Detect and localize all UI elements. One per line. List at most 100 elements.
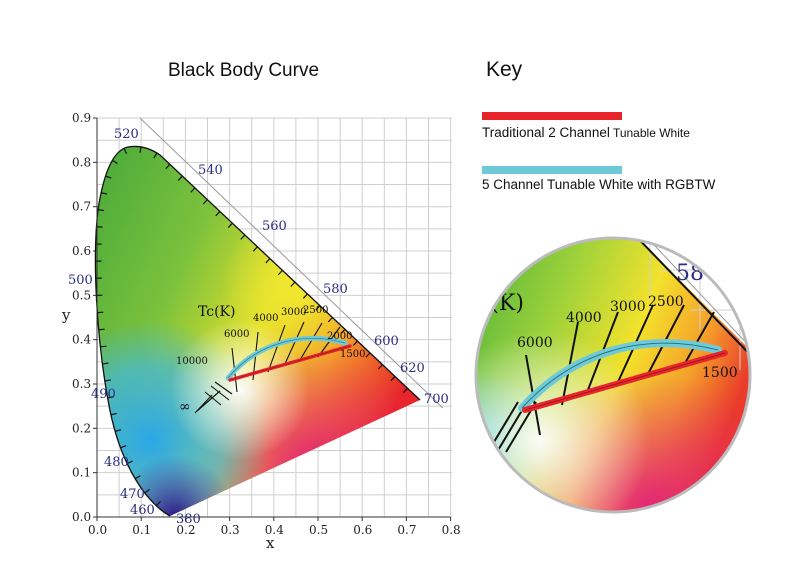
key-label-traditional-small: Tunable White — [609, 126, 690, 140]
y-axis-label: y — [61, 306, 71, 324]
locus-tick — [105, 175, 112, 179]
wavelength-label: 700 — [424, 392, 449, 407]
locus-tick — [327, 317, 333, 323]
cct-label: 1500 — [340, 349, 365, 360]
key-title: Key — [486, 58, 523, 81]
locus-tick — [110, 412, 117, 416]
locus-tick — [104, 379, 111, 382]
x-tick-label: 0.0 — [88, 523, 107, 537]
locus-tick — [340, 328, 346, 335]
zoom-cct-label: 3000 — [610, 299, 646, 315]
cct-label: 2500 — [303, 305, 328, 316]
locus-tick — [390, 376, 396, 382]
curve-rgbtw-outline — [227, 337, 346, 379]
x-tick-label: 0.3 — [221, 523, 240, 537]
locus-tick — [100, 192, 108, 195]
locus-tick — [165, 163, 171, 170]
zoom-isotherm — [683, 311, 715, 366]
cct-infinity: ∞ — [179, 399, 191, 415]
locus-tick — [315, 305, 321, 311]
cct-title: Tc(K) — [198, 304, 235, 320]
locus-tick — [302, 293, 308, 299]
x-tick-label: 0.4 — [265, 523, 284, 537]
zoom-cct-label: 1500 — [702, 365, 738, 381]
locus-tick — [155, 500, 161, 507]
locus-tick — [114, 429, 122, 432]
zoom-locus-edge — [629, 238, 750, 366]
wavelength-label: 500 — [68, 273, 93, 288]
wavelength-label: 460 — [130, 503, 155, 518]
locus-tick — [290, 281, 296, 287]
locus-tick — [107, 396, 114, 399]
spectral-locus-fill — [95, 146, 420, 516]
isotherm-line — [204, 391, 222, 406]
key-label-rgbtw-main: 5 Channel Tunable White with RGBTW — [482, 177, 716, 192]
cct-label: 3000 — [281, 307, 306, 318]
zoom-cct-label: 2500 — [648, 294, 684, 310]
wavelength-label: 380 — [176, 512, 201, 527]
locus-tick — [215, 211, 221, 217]
x-tick-label: 0.5 — [309, 523, 328, 537]
y-tick-label: 0.2 — [72, 421, 91, 435]
y-tick-label: 0.7 — [72, 200, 91, 214]
locus-tick — [144, 488, 150, 494]
locus-ticks — [95, 146, 408, 507]
locus-tick — [227, 222, 233, 228]
locus-tick — [139, 146, 142, 153]
y-tick-label: 0.1 — [72, 466, 91, 480]
locus-tick — [402, 387, 408, 393]
diagonal-line — [139, 117, 444, 409]
locus-tick — [277, 269, 283, 276]
locus-tick — [97, 209, 105, 212]
x-tick-label: 0.6 — [353, 523, 372, 537]
key-label-traditional: Traditional 2 Channel Tunable White — [482, 125, 690, 140]
locus-tick — [240, 234, 246, 240]
key-label-traditional-main: Traditional 2 Channel — [482, 125, 610, 140]
y-tick-label: 0.0 — [72, 510, 91, 524]
chart-title: Black Body Curve — [168, 60, 320, 81]
locus-tick — [252, 246, 258, 252]
y-tick-label: 0.5 — [72, 288, 91, 302]
zoom-curve-rgbtw-outline — [521, 342, 719, 409]
cct-label: 4000 — [253, 313, 278, 324]
x-tick-label: 0.7 — [397, 523, 416, 537]
locus-tick — [365, 352, 371, 358]
zoom-inset: c(K) 6000 4000 3000 2500 1500 58 — [476, 238, 750, 512]
x-tick-labels: 0.0 0.1 0.2 0.3 0.4 0.5 0.6 0.7 0.8 — [88, 523, 461, 537]
isotherm-2500 — [283, 321, 305, 367]
wavelength-label: 600 — [374, 334, 399, 349]
y-tick-label: 0.9 — [72, 111, 91, 125]
zoom-cct-label: 6000 — [517, 335, 553, 351]
zoom-curve-traditional-outline — [524, 352, 726, 411]
wavelength-label: 490 — [91, 387, 116, 402]
zoom-isotherm-4000 — [561, 321, 579, 406]
locus-tick — [190, 187, 196, 193]
isotherm-line — [210, 385, 230, 401]
y-tick-label: 0.6 — [72, 244, 91, 258]
wavelength-label: 520 — [114, 127, 139, 142]
wavelength-label: 560 — [262, 219, 287, 234]
locus-tick — [202, 199, 208, 205]
planckian-locus: Tc(K) 10000 6000 4000 3000 2500 2000 150… — [176, 304, 365, 415]
x-tick-label: 0.8 — [442, 523, 461, 537]
x-tick-label: 0.1 — [132, 523, 151, 537]
isotherm-line — [214, 381, 233, 395]
zoom-circle-border — [474, 236, 752, 514]
locus-tick — [98, 328, 105, 331]
locus-tick — [377, 364, 383, 370]
x-axis-label: x — [266, 534, 275, 552]
locus-tick — [126, 460, 133, 465]
key-swatch-red — [482, 112, 622, 120]
spectral-locus-outline — [94, 145, 421, 517]
wavelength-label: 540 — [198, 163, 223, 178]
y-tick-label: 0.3 — [72, 377, 91, 391]
zoom-cct-label: 4000 — [566, 310, 602, 326]
cct-label: 2000 — [327, 331, 352, 342]
locus-tick — [134, 475, 141, 480]
locus-tick — [153, 152, 158, 159]
wavelength-label: 580 — [323, 282, 348, 297]
locus-tick — [352, 340, 358, 346]
locus-tick — [102, 362, 109, 365]
cct-label: 10000 — [176, 356, 208, 367]
